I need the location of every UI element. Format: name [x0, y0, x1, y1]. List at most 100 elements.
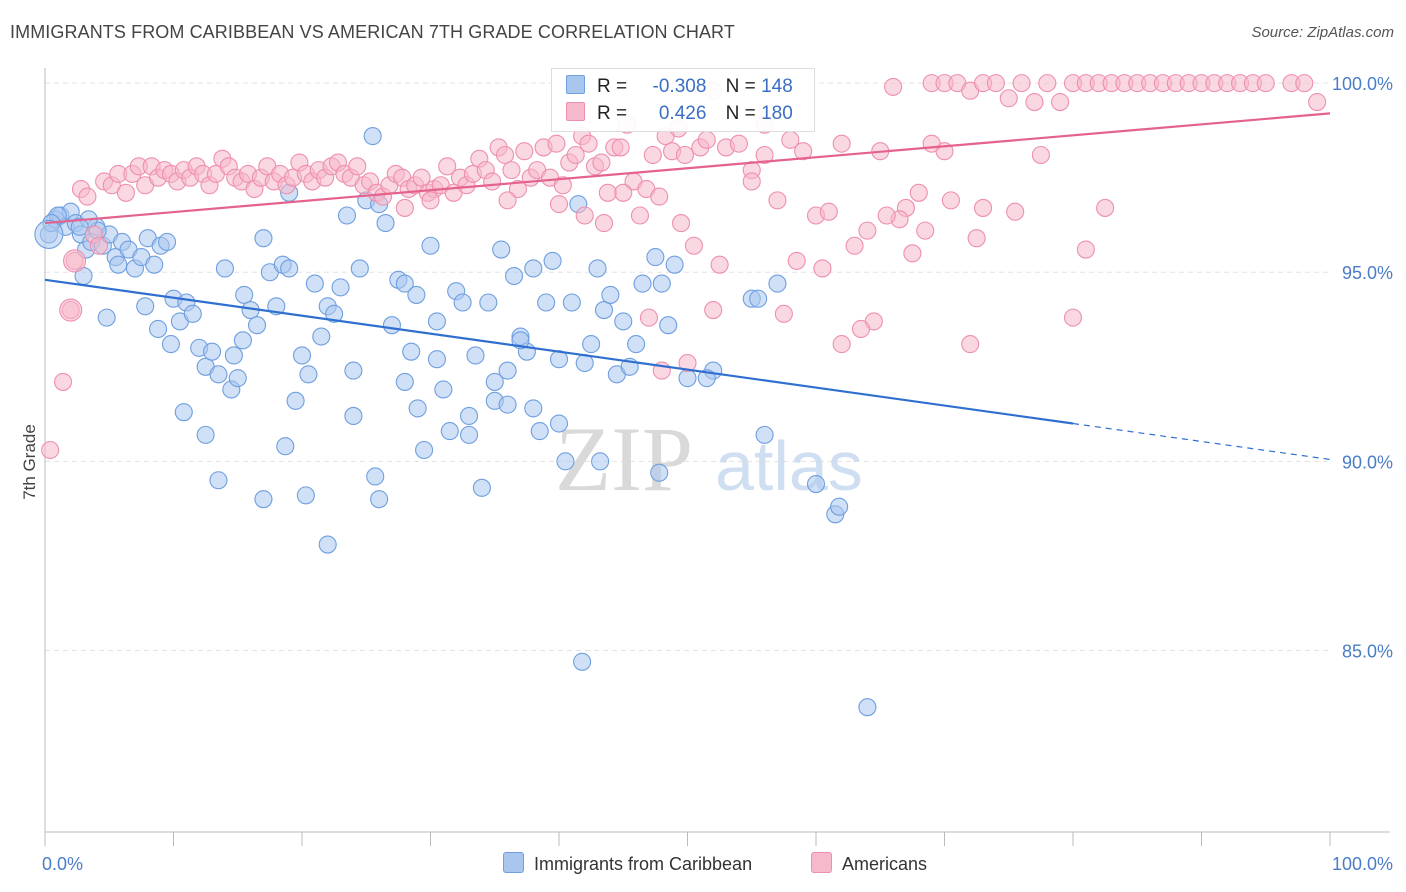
data-point-caribbean: [650, 463, 669, 482]
data-point-americans: [1295, 74, 1314, 93]
data-point-americans: [1038, 74, 1057, 93]
data-point-caribbean: [174, 403, 193, 422]
data-point-americans: [639, 308, 659, 327]
data-point-caribbean: [498, 361, 517, 380]
data-point-caribbean: [830, 497, 849, 516]
data-point-americans: [1076, 240, 1095, 259]
data-point-americans: [438, 157, 457, 176]
data-point-caribbean: [34, 219, 64, 249]
data-point-caribbean: [337, 206, 357, 225]
watermark-zip: ZIP: [555, 408, 693, 510]
data-point-caribbean: [427, 312, 446, 331]
data-point-americans: [916, 221, 935, 240]
data-point-caribbean: [325, 304, 344, 323]
x-tick-label: 0.0%: [42, 854, 83, 874]
data-point-americans: [611, 138, 630, 157]
data-point-caribbean: [421, 236, 440, 255]
n-label: N =: [725, 76, 756, 97]
data-point-americans: [813, 259, 832, 278]
data-point-caribbean: [524, 259, 543, 278]
legend-swatch-pink: [811, 852, 832, 873]
r-value: 0.426: [658, 103, 707, 124]
data-point-caribbean: [97, 308, 116, 327]
x-tick-label: 100.0%: [1332, 854, 1393, 874]
data-point-caribbean: [408, 399, 427, 418]
data-point-americans: [498, 191, 517, 210]
data-point-americans: [755, 145, 774, 165]
data-point-caribbean: [145, 255, 164, 274]
data-point-americans: [63, 249, 87, 273]
data-point-caribbean: [235, 285, 254, 304]
data-point-caribbean: [344, 361, 363, 380]
data-point-caribbean: [755, 425, 774, 444]
data-point-caribbean: [543, 251, 562, 270]
data-point-americans: [672, 214, 691, 233]
data-point-americans: [832, 335, 851, 354]
legend-label: Immigrants from Caribbean: [534, 854, 753, 874]
data-point-americans: [614, 183, 633, 202]
data-point-caribbean: [209, 471, 228, 490]
legend-swatch-blue: [566, 75, 585, 94]
data-point-caribbean: [305, 274, 324, 293]
trend-line-caribbean: [44, 278, 1074, 425]
watermark-atlas: atlas: [715, 427, 863, 505]
data-point-caribbean: [292, 346, 312, 365]
tick-labels: 85.0% 90.0% 95.0% 100.0% 0.0% 100.0%: [42, 74, 1393, 874]
data-point-americans: [1308, 92, 1327, 112]
data-point-caribbean: [472, 478, 491, 497]
data-point-americans: [678, 353, 697, 373]
data-point-caribbean: [415, 440, 434, 460]
data-point-caribbean: [158, 232, 177, 252]
data-point-caribbean: [370, 490, 389, 509]
data-point-caribbean: [485, 372, 504, 391]
data-point-americans: [53, 372, 73, 391]
data-point-caribbean: [136, 297, 155, 316]
data-point-caribbean: [492, 240, 511, 259]
source-label: Source: ZipAtlas.com: [1251, 24, 1394, 41]
chart-title: IMMIGRANTS FROM CARIBBEAN VS AMERICAN 7T…: [10, 22, 735, 42]
data-point-americans: [697, 130, 716, 149]
trend-line-americans: [44, 112, 1331, 225]
data-point-caribbean: [382, 316, 402, 335]
data-point-caribbean: [614, 312, 633, 331]
data-point-caribbean: [524, 399, 543, 418]
data-point-americans: [999, 89, 1018, 108]
data-point-caribbean: [665, 255, 684, 274]
n-value: 180: [761, 103, 793, 124]
data-point-americans: [774, 304, 793, 323]
data-point-caribbean: [109, 255, 128, 274]
data-point-caribbean: [601, 285, 620, 304]
data-point-caribbean: [633, 274, 652, 293]
data-point-americans: [116, 183, 136, 202]
y-axis-label: 7th Grade: [20, 424, 39, 500]
data-point-americans: [973, 198, 993, 217]
data-point-caribbean: [286, 391, 305, 410]
data-point-caribbean: [440, 422, 459, 441]
data-point-americans: [729, 134, 748, 153]
data-point-americans: [884, 77, 903, 96]
data-point-caribbean: [573, 652, 592, 671]
data-point-americans: [794, 142, 813, 161]
data-point-americans: [502, 161, 521, 180]
data-point-caribbean: [549, 414, 569, 433]
data-point-americans: [348, 157, 367, 176]
data-point-caribbean: [183, 304, 202, 323]
data-point-caribbean: [203, 342, 222, 361]
data-point-americans: [1256, 74, 1275, 93]
series-caribbean-points: [34, 127, 877, 717]
data-point-caribbean: [254, 490, 273, 509]
data-point-caribbean: [407, 285, 426, 304]
data-point-americans: [421, 191, 440, 210]
data-point-americans: [877, 206, 896, 225]
data-point-caribbean: [591, 452, 610, 471]
data-point-americans: [1051, 92, 1070, 112]
data-point-americans: [553, 176, 572, 195]
legend-swatch-pink: [566, 102, 585, 121]
data-point-americans: [787, 251, 806, 270]
data-point-americans: [515, 142, 534, 161]
data-point-caribbean: [254, 229, 273, 248]
data-point-caribbean: [530, 422, 549, 441]
data-point-americans: [909, 183, 928, 202]
data-point-americans: [650, 187, 669, 206]
